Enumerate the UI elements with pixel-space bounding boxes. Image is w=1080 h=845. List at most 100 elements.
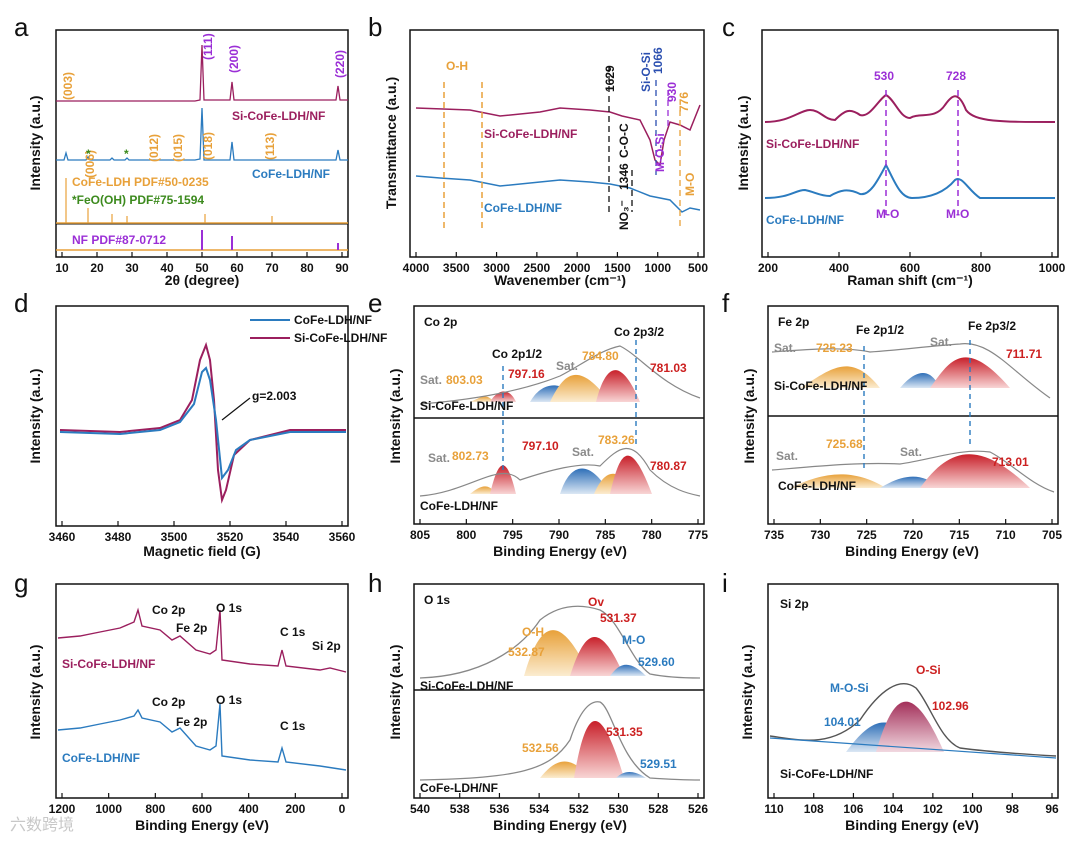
peak-label: 530 (874, 69, 894, 83)
peak-label: 784.80 (582, 349, 619, 363)
orbital-label: Fe 2p3/2 (968, 319, 1016, 333)
tick-label: 3500 (443, 261, 470, 275)
annotation: g=2.003 (252, 389, 297, 403)
peak-label: 781.03 (650, 361, 687, 375)
x-axis-title: Wavenember (cm⁻¹) (494, 272, 626, 288)
peak-label: 529.60 (638, 655, 675, 669)
tick-label: 730 (810, 528, 830, 542)
peak-label: 529.51 (640, 757, 677, 771)
peak-label: O 1s (216, 693, 242, 707)
band-label: C-O-C (617, 123, 631, 158)
tick-label: 200 (285, 802, 305, 816)
panel-letter: i (722, 568, 728, 598)
series-label: Si-CoFe-LDH/NF (766, 137, 859, 151)
tick-label: 98 (1006, 802, 1020, 816)
peak-label: Sat. (572, 445, 594, 459)
y-axis-title: Intensity (a.u.) (27, 645, 43, 740)
peak-label: Co 2p (152, 695, 185, 709)
tick-label: 3460 (49, 530, 76, 544)
tick-label: 70 (265, 261, 279, 275)
tick-label: 108 (804, 802, 824, 816)
tick-label: 1000 (644, 261, 671, 275)
peak-label: 531.35 (606, 725, 643, 739)
y-axis-title: Intensity (a.u.) (741, 369, 757, 464)
peak-label: 711.71 (1006, 347, 1042, 361)
y-axis-title: Intensity (a.u.) (27, 369, 43, 464)
x-axis-title: Binding Energy (eV) (493, 543, 627, 559)
tick-label: 775 (688, 528, 708, 542)
x-axis-title: 2θ (degree) (165, 272, 239, 288)
tick-label: 795 (503, 528, 523, 542)
peak-label: (018) (201, 132, 215, 160)
band-label: Si-O-Si (639, 52, 653, 92)
peak-label: (200) (227, 45, 241, 73)
tick-label: 540 (410, 802, 430, 816)
epr-si-cofe-line (59, 341, 346, 504)
tick-label: 526 (688, 802, 708, 816)
y-axis-title: Transmittance (a.u.) (383, 77, 399, 209)
tick-label: 3000 (483, 261, 510, 275)
tick-label: 40 (160, 261, 174, 275)
peak-label: O-Si (916, 663, 941, 677)
y-axis-title: Intensity (a.u.) (27, 96, 43, 191)
tick-label: 50 (195, 261, 209, 275)
series-label: Si-CoFe-LDH/NF (484, 127, 577, 141)
svg-text:*: * (86, 147, 91, 161)
peak-label: Sat. (776, 449, 798, 463)
panel-letter: a (14, 12, 29, 42)
band-label: 1066 (651, 47, 665, 74)
tick-label: 725 (857, 528, 877, 542)
tick-label: 104 (883, 802, 903, 816)
tick-label: 600 (900, 261, 920, 275)
peak-label: (111) (201, 33, 215, 60)
panel-letter: b (368, 12, 382, 42)
tick-label: 3560 (329, 530, 356, 544)
legend-label: Si-CoFe-LDH/NF (294, 331, 387, 345)
tick-label: 3500 (161, 530, 188, 544)
tick-label: 800 (456, 528, 476, 542)
orbital-label: Co 2p1/2 (492, 347, 542, 361)
tick-label: 790 (549, 528, 569, 542)
tick-label: 30 (125, 261, 139, 275)
peak-label: M-O-Si (830, 681, 869, 695)
tick-label: 400 (239, 802, 259, 816)
tick-label: 96 (1045, 802, 1059, 816)
peak-label: 725.68 (826, 437, 863, 451)
tick-label: 710 (996, 528, 1016, 542)
peak-label: Fe 2p (176, 621, 207, 635)
peak-label: 102.96 (932, 699, 969, 713)
peak-label: Co 2p (152, 603, 185, 617)
tick-label: 60 (230, 261, 244, 275)
xrd-cofe-line (56, 107, 348, 161)
peak-label: 531.37 (600, 611, 637, 625)
y-axis-title: Intensity (a.u.) (739, 645, 755, 740)
epr-cofe-line (59, 366, 346, 481)
tick-label: 530 (609, 802, 629, 816)
panel-h: h O 1s O-H 532.87 Ov 531.37 M-O 529.60 S… (368, 568, 708, 833)
peak-label: (015) (171, 134, 185, 162)
tick-label: 110 (764, 802, 784, 816)
tick-label: 785 (595, 528, 615, 542)
peak-label: Sat. (900, 445, 922, 459)
tick-label: 100 (963, 802, 983, 816)
peak-label: Sat. (774, 341, 796, 355)
x-axis-title: Binding Energy (eV) (845, 817, 979, 833)
xps-cofe-line (57, 703, 347, 771)
tick-label: 1000 (95, 802, 122, 816)
tick-label: 102 (923, 802, 943, 816)
tick-label: 500 (688, 261, 708, 275)
spectrum-title: O 1s (424, 593, 450, 607)
y-axis-title: Intensity (a.u.) (735, 96, 751, 191)
peak-label: 802.73 (452, 449, 489, 463)
series-label: CoFe-LDH/NF (766, 213, 844, 227)
peak-label: 797.10 (522, 439, 559, 453)
peak-label: 803.03 (446, 373, 483, 387)
band-label: 776 (677, 92, 691, 112)
tick-label: 735 (764, 528, 784, 542)
peak-label: 104.01 (824, 715, 861, 729)
raman-cofe-line (764, 162, 1055, 200)
peak-label: Sat. (428, 451, 450, 465)
panel-letter: d (14, 288, 28, 318)
panel-a: a (111) (200) (220) (003) (006) (012) (0… (14, 12, 349, 288)
